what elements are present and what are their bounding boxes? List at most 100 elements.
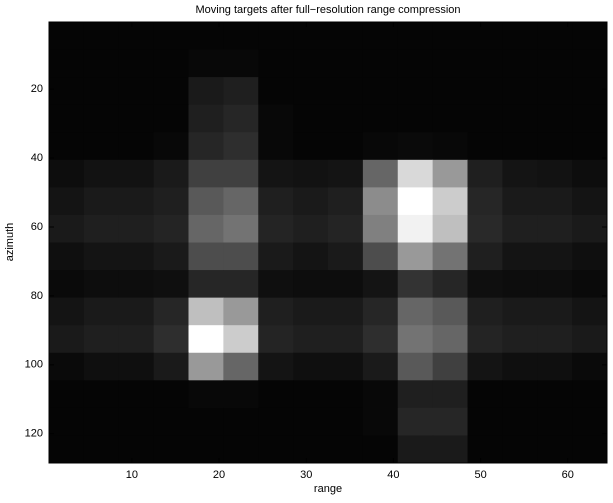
heatmap-cell (188, 187, 224, 216)
heatmap-cell (153, 242, 189, 271)
heatmap-cell (153, 407, 189, 436)
heatmap-cell (153, 77, 189, 106)
y-tick-label: 80 (31, 290, 43, 302)
heatmap-cell (153, 352, 189, 381)
heatmap-cell (258, 325, 294, 354)
heatmap-cell (328, 435, 364, 464)
heatmap-cell (362, 104, 399, 133)
heatmap-cell (467, 49, 503, 78)
heatmap-cell (49, 435, 85, 464)
heatmap-cell (83, 49, 120, 78)
heatmap-cell (467, 22, 503, 51)
heatmap-cell (397, 132, 434, 161)
heatmap-cell (293, 132, 329, 161)
heatmap-cell (572, 325, 608, 354)
heatmap-cell (328, 104, 364, 133)
heatmap-cell (537, 435, 573, 464)
heatmap-cell (572, 22, 608, 51)
heatmap-cell (83, 104, 120, 133)
heatmap-cell (223, 242, 259, 271)
heatmap-cell (49, 159, 85, 188)
heatmap-cell (397, 297, 434, 326)
heatmap-cell (293, 270, 329, 299)
y-axis-label: azimuth (4, 223, 16, 262)
heatmap-cell (572, 270, 608, 299)
heatmap-cell (502, 435, 538, 464)
heatmap-cell (223, 22, 259, 51)
axes: 10 20 30 40 50 60 20 40 60 80 100 120 (25, 21, 608, 481)
heatmap-cell (83, 159, 120, 188)
heatmap-cell (118, 159, 155, 188)
heatmap-cell (118, 187, 155, 216)
heatmap-cell (432, 132, 468, 161)
heatmap-cell (537, 380, 573, 409)
heatmap-cell (293, 159, 329, 188)
heatmap-cell (223, 352, 259, 381)
y-tick-label: 20 (31, 83, 43, 95)
heatmap-cell (397, 352, 434, 381)
x-axis-label: range (314, 483, 342, 495)
heatmap-cell (188, 270, 224, 299)
heatmap-cell (572, 435, 608, 464)
heatmap-cell (293, 352, 329, 381)
heatmap-cell (188, 352, 224, 381)
heatmap-cell (397, 407, 434, 436)
x-tick-label: 60 (562, 469, 574, 481)
heatmap-cell (258, 352, 294, 381)
heatmap-cell (362, 77, 399, 106)
heatmap-cell (362, 297, 399, 326)
heatmap-cell (432, 22, 468, 51)
heatmap-cell (397, 325, 434, 354)
heatmap-cell (537, 325, 573, 354)
heatmap-cell (258, 270, 294, 299)
heatmap-cell (537, 104, 573, 133)
heatmap-cell (537, 132, 573, 161)
heatmap-cell (502, 187, 538, 216)
heatmap-cell (328, 77, 364, 106)
heatmap-cell (118, 22, 155, 51)
heatmap-cell (572, 187, 608, 216)
heatmap-cell (258, 132, 294, 161)
heatmap-cell (502, 49, 538, 78)
heatmap-cell (537, 214, 573, 243)
heatmap-cell (153, 270, 189, 299)
heatmap-cell (432, 380, 468, 409)
heatmap-cell (467, 242, 503, 271)
heatmap-cell (258, 187, 294, 216)
heatmap-cell (223, 49, 259, 78)
heatmap-cell (572, 132, 608, 161)
heatmap-cell (49, 352, 85, 381)
heatmap-cell (397, 22, 434, 51)
heatmap-cell (502, 159, 538, 188)
plot-frame (48, 21, 608, 464)
heatmap-cell (467, 77, 503, 106)
heatmap-cell (153, 49, 189, 78)
heatmap-cell (293, 187, 329, 216)
heatmap-cell (118, 49, 155, 78)
heatmap-cell (362, 380, 399, 409)
heatmap-cell (502, 22, 538, 51)
x-tick-label: 30 (300, 469, 312, 481)
heatmap-cell (49, 270, 85, 299)
x-tick-label: 10 (126, 469, 138, 481)
heatmap-cell (432, 270, 468, 299)
heatmap-cell (362, 22, 399, 51)
heatmap-cell (118, 297, 155, 326)
heatmap-cell (502, 104, 538, 133)
heatmap-cell (467, 297, 503, 326)
heatmap-cell (83, 214, 120, 243)
heatmap-cell (83, 77, 120, 106)
heatmap-cell (223, 297, 259, 326)
heatmap-cell (223, 407, 259, 436)
heatmap-cell (572, 77, 608, 106)
heatmap-cell (153, 104, 189, 133)
heatmap-cell (258, 104, 294, 133)
heatmap-cell (537, 159, 573, 188)
heatmap-cell (258, 77, 294, 106)
chart-title: Moving targets after full−resolution ran… (195, 4, 460, 16)
heatmap-cell (502, 297, 538, 326)
y-tick-label: 100 (25, 359, 43, 371)
heatmap-cell (572, 352, 608, 381)
heatmap-cell (397, 242, 434, 271)
y-tick-label: 120 (25, 428, 43, 440)
